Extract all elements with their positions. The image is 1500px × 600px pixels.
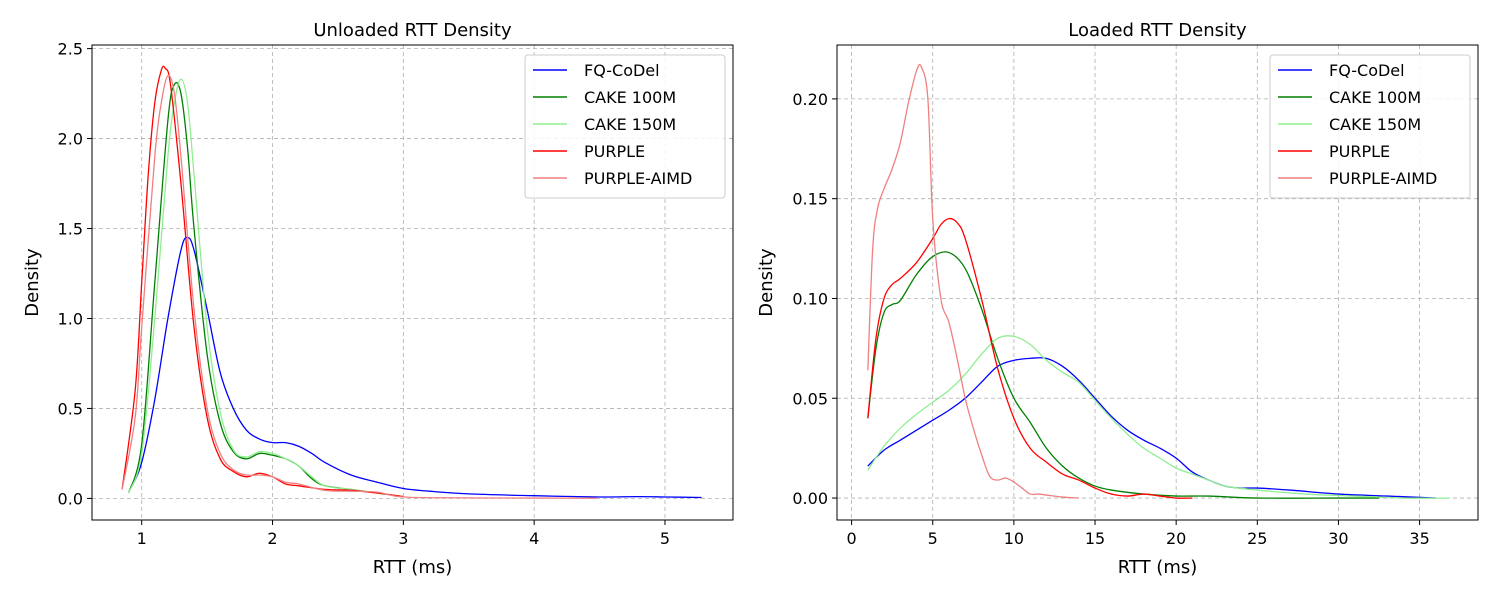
y-tick-label: 0.0 <box>58 489 83 508</box>
series-line-purple <box>121 65 404 498</box>
legend-label: PURPLE-AIMD <box>1329 169 1437 188</box>
y-tick-label: 0.10 <box>792 289 828 308</box>
y-tick-label: 1.5 <box>58 220 83 239</box>
legend-label: CAKE 100M <box>584 88 676 107</box>
y-axis-label: Density <box>22 248 43 317</box>
legend-label: PURPLE-AIMD <box>584 169 692 188</box>
x-tick-label: 5 <box>660 529 670 548</box>
plot-frame <box>836 44 1479 521</box>
legend-item-cake-100m: CAKE 100M <box>1278 88 1421 107</box>
y-axis-label: Density <box>756 248 777 317</box>
x-tick-label: 20 <box>1166 529 1186 548</box>
y-tick-label: 2.0 <box>58 130 83 149</box>
y-tick-label: 0.15 <box>792 190 828 209</box>
legend-label: PURPLE <box>1329 142 1390 161</box>
legend-label: FQ-CoDel <box>1329 61 1405 80</box>
legend-box <box>1269 54 1471 199</box>
legend-item-purple: PURPLE <box>1278 142 1390 161</box>
legend-item-cake-150m: CAKE 150M <box>533 115 676 134</box>
x-tick-label: 2 <box>267 529 277 548</box>
x-tick-label: 35 <box>1409 529 1429 548</box>
legend-item-purple-aimd: PURPLE-AIMD <box>533 169 692 188</box>
series-group <box>867 63 1449 499</box>
y-tick-label: 1.0 <box>58 309 83 328</box>
x-tick-label: 25 <box>1247 529 1267 548</box>
legend: FQ-CoDel CAKE 100M CAKE 150M PURPLE PURPLE-A… <box>524 54 726 199</box>
y-tick-label: 0.05 <box>792 389 828 408</box>
legend-item-fq-codel: FQ-CoDel <box>533 61 660 80</box>
ticks: 1 2 3 4 5 0.0 0.5 1.0 1.5 2.0 2.5 <box>58 40 671 548</box>
y-tick-label: 0.20 <box>792 90 828 109</box>
plot-frame <box>91 44 734 521</box>
x-tick-label: 3 <box>398 529 408 548</box>
legend-label: CAKE 100M <box>1329 88 1421 107</box>
chart-title: Loaded RTT Density <box>1068 20 1247 41</box>
legend-label: CAKE 150M <box>584 115 676 134</box>
legend-box <box>524 54 726 199</box>
legend-item-fq-codel: FQ-CoDel <box>1278 61 1405 80</box>
legend-item-cake-150m: CAKE 150M <box>1278 115 1421 134</box>
series-line-purple-aimd <box>867 63 1079 499</box>
legend-label: CAKE 150M <box>1329 115 1421 134</box>
x-axis-label: RTT (ms) <box>1118 557 1198 578</box>
ticks: 0 5 10 15 20 25 30 35 0.00 0.05 0.10 0.15 0.20 <box>792 90 1429 548</box>
series-line-purple <box>867 217 1193 499</box>
legend-item-purple: PURPLE <box>533 142 645 161</box>
x-tick-label: 30 <box>1328 529 1348 548</box>
series-line-fq-codel <box>867 357 1436 499</box>
legend-item-purple-aimd: PURPLE-AIMD <box>1278 169 1437 188</box>
y-tick-label: 2.5 <box>58 40 83 59</box>
legend-label: PURPLE <box>584 142 645 161</box>
x-tick-label: 10 <box>1004 529 1024 548</box>
legend-item-cake-100m: CAKE 100M <box>533 88 676 107</box>
x-tick-label: 4 <box>529 529 539 548</box>
series-group <box>121 65 702 499</box>
x-tick-label: 0 <box>847 529 857 548</box>
series-line-cake-100m <box>867 251 1380 499</box>
y-tick-label: 0.5 <box>58 399 83 418</box>
loaded-rtt-density-panel: Loaded RTT Density RTT (ms) Density 0 5 10… <box>756 20 1479 578</box>
x-tick-label: 5 <box>928 529 938 548</box>
series-line-cake-150m <box>867 335 1449 499</box>
x-axis-label: RTT (ms) <box>373 557 453 578</box>
series-line-purple-aimd <box>121 74 597 499</box>
series-line-cake-150m <box>128 78 404 498</box>
x-tick-label: 15 <box>1085 529 1105 548</box>
legend-label: FQ-CoDel <box>584 61 660 80</box>
chart-title: Unloaded RTT Density <box>313 20 512 41</box>
legend: FQ-CoDel CAKE 100M CAKE 150M PURPLE PURPLE-A… <box>1269 54 1471 199</box>
series-line-cake-100m <box>128 81 404 498</box>
series-line-fq-codel <box>130 236 702 499</box>
y-tick-label: 0.00 <box>792 489 828 508</box>
x-tick-label: 1 <box>137 529 147 548</box>
unloaded-rtt-density-panel: Unloaded RTT Density RTT (ms) Density 1 2… <box>22 20 734 578</box>
